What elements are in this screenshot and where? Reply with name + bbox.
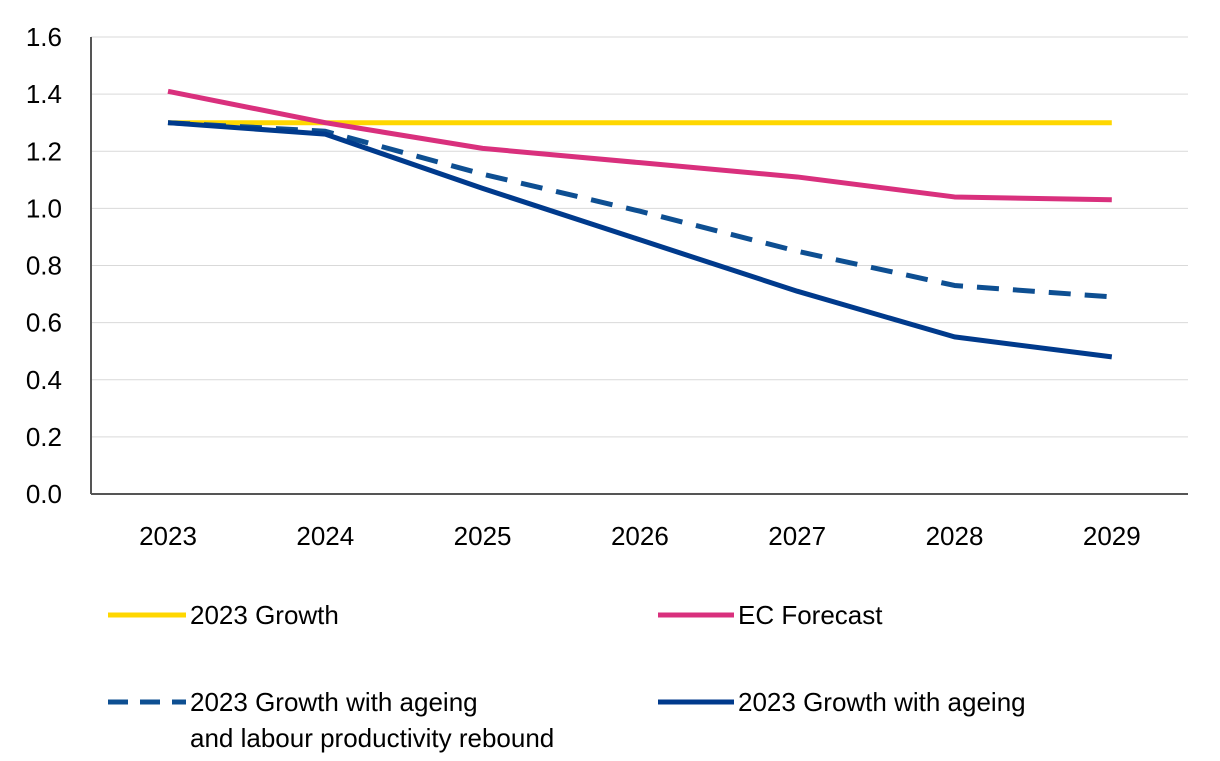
x-tick-labels: 2023 2024 2025 2026 2027 2028 2029 <box>139 521 1141 551</box>
x-tick-label: 2024 <box>296 521 354 551</box>
axes <box>90 37 1188 495</box>
y-tick-label: 0.2 <box>26 422 62 452</box>
gridlines <box>91 36 1188 438</box>
legend-label: 2023 Growth with ageing <box>738 687 1026 717</box>
y-tick-label: 0.0 <box>26 479 62 509</box>
x-tick-label: 2026 <box>611 521 669 551</box>
legend-label: 2023 Growth with ageing <box>190 687 478 717</box>
x-tick-label: 2028 <box>926 521 984 551</box>
series-line-2 <box>167 120 1112 300</box>
x-tick-label: 2027 <box>768 521 826 551</box>
x-tick-label: 2023 <box>139 521 197 551</box>
legend-label-line2: and labour productivity rebound <box>190 723 554 753</box>
legend-label: 2023 Growth <box>190 600 339 630</box>
y-tick-labels: 0.0 0.2 0.4 0.6 0.8 1.0 1.2 1.4 1.6 <box>26 22 62 509</box>
y-tick-label: 1.0 <box>26 193 62 223</box>
x-tick-label: 2025 <box>454 521 512 551</box>
x-tick-label: 2029 <box>1083 521 1141 551</box>
y-tick-label: 0.8 <box>26 251 62 281</box>
series-line-1 <box>167 88 1112 203</box>
legend: 2023 Growth EC Forecast 2023 Growth with a… <box>108 600 1026 753</box>
y-tick-label: 1.6 <box>26 22 62 52</box>
y-tick-label: 1.2 <box>26 136 62 166</box>
series-lines <box>167 88 1113 360</box>
y-tick-label: 0.4 <box>26 365 62 395</box>
legend-label: EC Forecast <box>738 600 883 630</box>
y-tick-label: 0.6 <box>26 308 62 338</box>
y-tick-label: 1.4 <box>26 79 62 109</box>
